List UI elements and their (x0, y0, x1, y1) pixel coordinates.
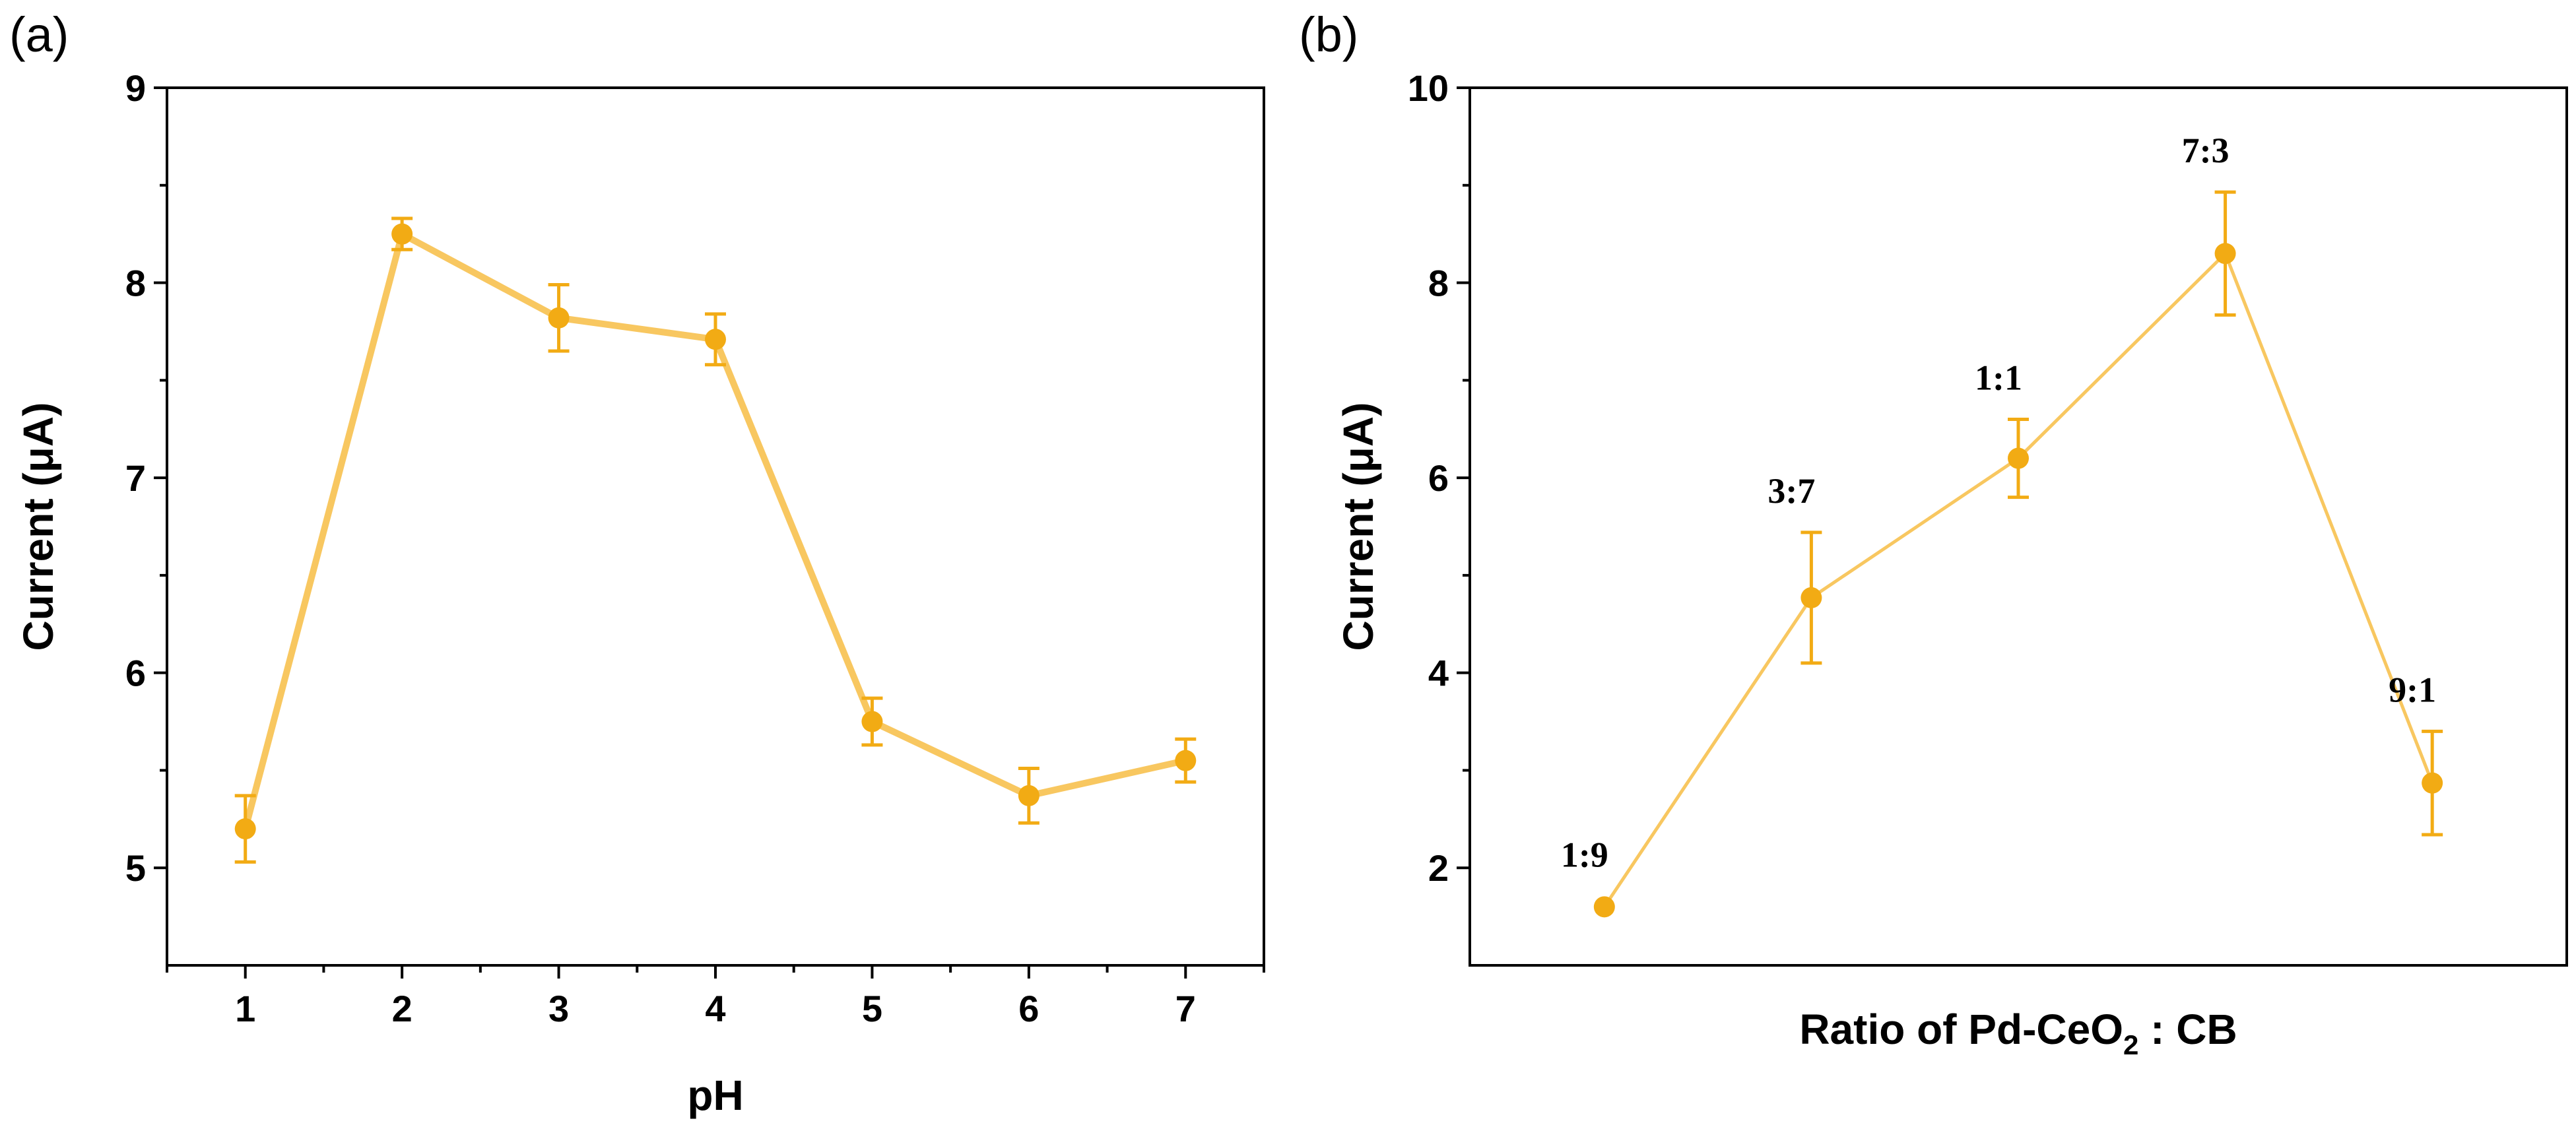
b-data-point (2008, 447, 2029, 469)
panel-b-x-axis-title-main: Ratio of Pd-CeO (1799, 1006, 2123, 1053)
panel-a-label: (a) (9, 7, 69, 62)
panel-b-point-labels: 1:9 3:7 1:1 7:3 9:1 (1561, 131, 2436, 874)
b-data-point (2422, 772, 2443, 794)
a-x-tick-label: 2 (392, 988, 413, 1029)
b-y-tick-label: 6 (1428, 457, 1449, 499)
a-x-tick-label: 1 (235, 988, 255, 1029)
panel-b-x-axis-title-tail: : CB (2138, 1006, 2237, 1053)
b-y-tick-label: 10 (1408, 67, 1449, 109)
a-data-point (705, 329, 726, 350)
b-point-label: 9:1 (2389, 670, 2436, 709)
b-y-tick-label: 8 (1428, 263, 1449, 304)
a-x-tick-label: 3 (548, 988, 569, 1029)
a-x-tick-label: 7 (1175, 988, 1196, 1029)
a-data-point (234, 818, 256, 840)
panel-a-plot-frame (166, 86, 1265, 967)
a-x-tick-label: 6 (1018, 988, 1039, 1029)
panel-a-x-axis-title: pH (687, 1072, 743, 1119)
b-data-point (1593, 896, 1615, 918)
panel-a-ticks: 5 6 7 8 9 1 2 3 4 5 6 7 (125, 67, 1265, 1029)
b-point-label: 3:7 (1767, 471, 1815, 511)
panel-a-y-axis-title: Current (μA) (15, 402, 62, 651)
a-data-point (861, 711, 883, 732)
panel-b-series (1593, 190, 2443, 918)
a-x-tick-label: 4 (705, 988, 725, 1029)
a-data-point (1018, 785, 1040, 806)
b-series-line (1602, 251, 2434, 909)
b-point-label: 1:9 (1561, 835, 1608, 874)
a-y-tick-label: 7 (125, 457, 146, 499)
b-point-label: 7:3 (2182, 131, 2229, 170)
panel-b-x-axis-title: Ratio of Pd-CeO2 : CB (1799, 1006, 2237, 1060)
a-y-tick-label: 6 (125, 653, 146, 694)
a-data-point (1175, 750, 1197, 771)
b-point-label: 1:1 (1975, 358, 2022, 397)
panel-b-ticks: 2 4 6 8 10 (1408, 67, 1470, 889)
panel-b-plot-frame (1469, 86, 2568, 967)
a-y-tick-label: 5 (125, 847, 146, 889)
panel-b-x-axis-title-subscript: 2 (2123, 1029, 2138, 1060)
panel-b-y-axis-title: Current (μA) (1335, 402, 1382, 651)
a-x-tick-label: 5 (862, 988, 882, 1029)
a-data-point (391, 223, 413, 245)
b-y-tick-label: 2 (1428, 847, 1449, 889)
panel-b-label: (b) (1299, 7, 1358, 62)
chart-panel-a: (a) 5 6 7 8 9 1 2 3 4 5 6 7 pH Current (μA) (9, 7, 1265, 1119)
a-y-tick-label: 9 (125, 67, 146, 109)
a-y-tick-label: 8 (125, 263, 146, 304)
a-data-point (548, 307, 570, 329)
chart-panel-b: (b) 2 4 6 8 10 1:9 3:7 1:1 7:3 9:1 Ratio of Pd-C… (1299, 7, 2568, 1060)
panel-a-series (234, 216, 1197, 864)
b-data-point (2214, 243, 2236, 265)
b-y-tick-label: 4 (1428, 653, 1449, 694)
b-data-point (1800, 587, 1822, 608)
